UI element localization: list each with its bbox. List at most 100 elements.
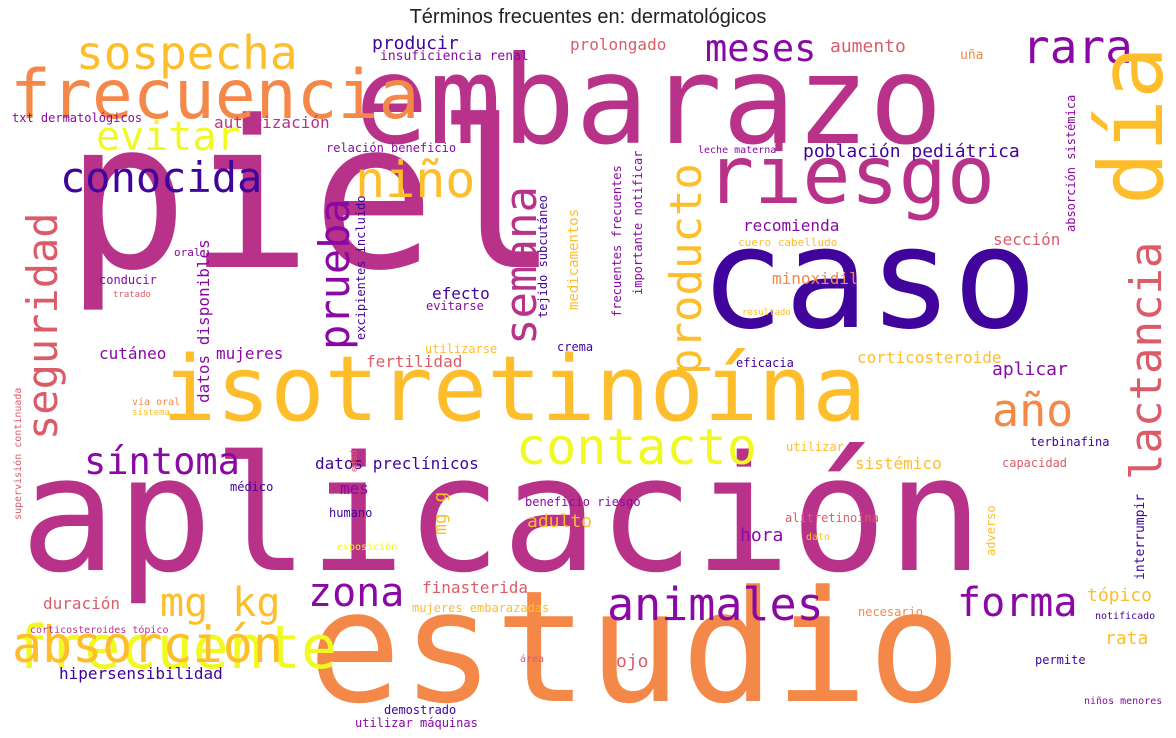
cloud-word: crema (557, 340, 594, 354)
cloud-word-vertical: interrumpir (1133, 493, 1148, 580)
cloud-word: recomienda (743, 216, 840, 235)
cloud-word: frecuencia (10, 56, 420, 135)
cloud-word: ojo (616, 651, 649, 672)
cloud-word: síntoma (84, 440, 240, 483)
cloud-word: efecto (432, 284, 490, 303)
cloud-word: utilizar máquinas (355, 716, 478, 730)
cloud-word-vertical: excipientes incluido (354, 195, 368, 341)
cloud-word: frecuente (12, 613, 338, 683)
cloud-word: resultado (742, 308, 791, 318)
cloud-word-vertical: seguridad (18, 212, 67, 440)
cloud-word: cuero cabelludo (738, 236, 838, 249)
cloud-word: oral (174, 246, 201, 259)
cloud-word: humano (329, 506, 373, 520)
cloud-word: niño (355, 151, 476, 209)
cloud-word-vertical: frecuentes frecuentes (610, 165, 624, 317)
cloud-word-vertical: medicamentos (566, 208, 582, 310)
cloud-word: rara (1022, 20, 1133, 74)
cloud-word: demostrado (384, 703, 457, 717)
cloud-word: aplicación (20, 421, 984, 608)
cloud-word: relación beneficio (326, 141, 457, 155)
cloud-word: niños menores (1084, 696, 1163, 707)
cloud-word: eficacia (736, 356, 794, 370)
page-title: Términos frecuentes en: dermatológicos (409, 6, 767, 28)
cloud-word: corticosteroides tópico (30, 625, 169, 636)
cloud-word: mg kg (160, 580, 281, 626)
cloud-word: forma (957, 580, 1078, 626)
cloud-word: beneficio riesgo (525, 495, 641, 509)
cloud-word: alitretinoína (785, 511, 879, 525)
cloud-word: uña (960, 48, 984, 63)
cloud-word: piel (65, 78, 559, 316)
cloud-word: evitarse (426, 299, 484, 313)
cloud-word: cutáneo (99, 344, 167, 363)
cloud-word: médico (230, 480, 274, 494)
cloud-word: año (992, 384, 1074, 437)
cloud-word: fertilidad (366, 352, 463, 371)
cloud-word: rata (1105, 628, 1149, 649)
cloud-word: absorción (12, 616, 283, 674)
cloud-word: utilizar (786, 440, 844, 454)
cloud-word-vertical: datos disponibles (194, 239, 213, 403)
cloud-word: evitar (96, 114, 241, 160)
cloud-word-vertical: edad (350, 450, 360, 472)
cloud-word-vertical: adverso (984, 505, 998, 556)
cloud-word-vertical: importante notificar (631, 150, 645, 296)
cloud-word: conocida (60, 153, 263, 202)
cloud-word: sospecha (76, 26, 298, 80)
cloud-word: sistema (132, 408, 170, 418)
cloud-word: isotretinoína (162, 337, 867, 442)
cloud-word: tratado (113, 290, 151, 300)
cloud-word: hipersensibilidad (59, 664, 223, 683)
cloud-word: tópico (1087, 585, 1153, 606)
cloud-word: dato (806, 532, 831, 543)
cloud-word: embarazo (355, 30, 943, 172)
cloud-word: área (520, 654, 545, 665)
cloud-word: exposición (337, 542, 398, 553)
cloud-word: txt dermatológicos (12, 111, 143, 125)
cloud-word: estudio (308, 557, 962, 738)
cloud-word: caso (700, 198, 1038, 361)
cloud-word: sistémico (855, 454, 942, 473)
cloud-word: finasterida (422, 578, 528, 597)
cloud-word-vertical: tejido subcutáneo (536, 195, 550, 318)
cloud-word: prolongado (570, 35, 667, 54)
cloud-word: animales (607, 578, 824, 631)
cloud-word: utilizarse (425, 342, 498, 356)
cloud-word: riesgo (706, 129, 995, 222)
cloud-word: población pediátrica (803, 141, 1020, 162)
cloud-word-vertical: prueba (310, 198, 359, 350)
cloud-word: mujeres embarazadas (412, 601, 550, 615)
cloud-word: capacidad (1002, 456, 1068, 470)
cloud-word: contacto (516, 418, 757, 476)
cloud-word: corticosteroide (857, 348, 1002, 367)
cloud-word-vertical: producto (661, 163, 712, 375)
cloud-word-vertical: supervisión continuada (13, 387, 24, 520)
cloud-word: zona (308, 570, 405, 616)
cloud-word: terbinafina (1030, 435, 1110, 449)
cloud-word: aumento (830, 36, 906, 57)
cloud-word: datos preclínicos (315, 454, 479, 473)
cloud-word: leche materna (698, 145, 777, 156)
cloud-word: adulto (527, 511, 593, 532)
cloud-word: insuficiencia renal (380, 49, 529, 64)
cloud-word: conducir (99, 273, 157, 287)
cloud-word-vertical: lactancia (1121, 241, 1172, 480)
cloud-word: duración (43, 594, 121, 613)
cloud-word: producir (372, 33, 459, 54)
cloud-word: minoxidil (772, 269, 859, 288)
cloud-word-vertical: día (1080, 46, 1176, 205)
cloud-word: permite (1035, 653, 1086, 667)
cloud-word: mujeres (216, 344, 284, 363)
cloud-word: meses (705, 27, 817, 70)
cloud-word: mes (340, 479, 369, 498)
cloud-word: hora (740, 525, 784, 546)
cloud-word: vía oral (132, 397, 181, 408)
cloud-word: aplicar (992, 359, 1068, 380)
cloud-word-vertical: absorción sistémica (1064, 94, 1078, 232)
cloud-word: notificado (1095, 611, 1156, 622)
cloud-word: sección (993, 230, 1061, 249)
cloud-word-vertical: mg g (430, 491, 451, 535)
cloud-word: necesario (858, 605, 924, 619)
